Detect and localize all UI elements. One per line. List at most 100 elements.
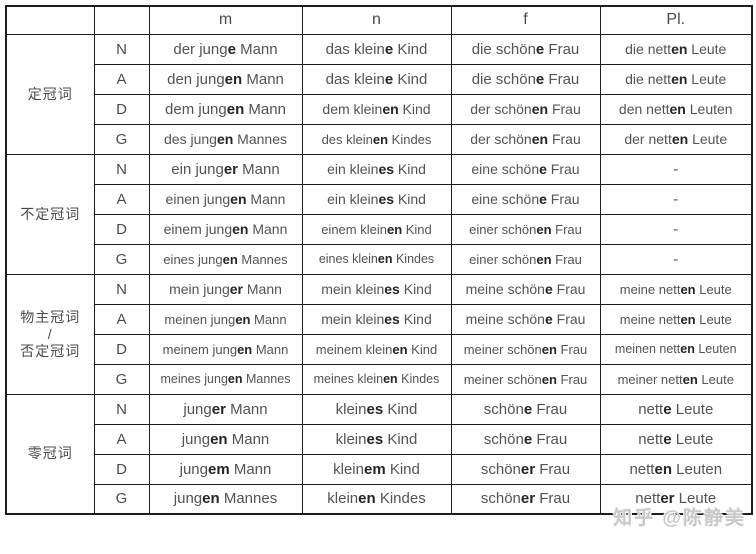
- case-label: D: [93, 453, 150, 485]
- declension-cell: -: [599, 183, 753, 215]
- declension-cell: den jungen Mann: [148, 63, 303, 95]
- declension-cell: einer schönen Frau: [450, 213, 601, 245]
- group-label: 定冠词: [5, 33, 95, 155]
- declension-cell: kleinem Kind: [301, 453, 452, 485]
- case-label: N: [93, 153, 150, 185]
- group-label: 零冠词: [5, 393, 95, 515]
- declension-cell: jungen Mann: [148, 423, 303, 455]
- declension-cell: -: [599, 213, 753, 245]
- declension-cell: die schöne Frau: [450, 33, 601, 65]
- case-label: G: [93, 243, 150, 275]
- header-cell-case: [93, 5, 150, 35]
- declension-cell: ein kleines Kind: [301, 183, 452, 215]
- declension-cell: kleinen Kindes: [301, 483, 452, 515]
- header-cell-f: f: [450, 5, 601, 35]
- declension-cell: der netten Leute: [599, 123, 753, 155]
- declension-cell: schöner Frau: [450, 483, 601, 515]
- declension-cell: meine schöne Frau: [450, 273, 601, 305]
- case-label: A: [93, 303, 150, 335]
- case-label: G: [93, 123, 150, 155]
- case-label: G: [93, 363, 150, 395]
- declension-cell: meines jungen Mannes: [148, 363, 303, 395]
- declension-cell: eine schöne Frau: [450, 153, 601, 185]
- declension-cell: nette Leute: [599, 393, 753, 425]
- declension-cell: eines jungen Mannes: [148, 243, 303, 275]
- declension-cell: meinen jungen Mann: [148, 303, 303, 335]
- declension-cell: meine schöne Frau: [450, 303, 601, 335]
- header-cell-pl: Pl.: [599, 5, 753, 35]
- declension-cell: -: [599, 243, 753, 275]
- declension-cell: nette Leute: [599, 423, 753, 455]
- group-label: 物主冠词 / 否定冠词: [5, 273, 95, 395]
- declension-cell: kleines Kind: [301, 423, 452, 455]
- declension-cell: netter Leute: [599, 483, 753, 515]
- case-label: D: [93, 213, 150, 245]
- header-cell-n: n: [301, 5, 452, 35]
- group-label: 不定冠词: [5, 153, 95, 275]
- declension-cell: der schönen Frau: [450, 123, 601, 155]
- declension-cell: kleines Kind: [301, 393, 452, 425]
- declension-cell: einer schönen Frau: [450, 243, 601, 275]
- header-cell-m: m: [148, 5, 303, 35]
- case-label: N: [93, 393, 150, 425]
- declension-cell: meines kleinen Kindes: [301, 363, 452, 395]
- header-cell-group: [5, 5, 95, 35]
- declension-cell: mein kleines Kind: [301, 273, 452, 305]
- declension-cell: den netten Leuten: [599, 93, 753, 125]
- case-label: D: [93, 333, 150, 365]
- case-label: A: [93, 63, 150, 95]
- declension-cell: meiner schönen Frau: [450, 333, 601, 365]
- declension-cell: ein kleines Kind: [301, 153, 452, 185]
- declension-cell: schöne Frau: [450, 393, 601, 425]
- declension-cell: einem kleinen Kind: [301, 213, 452, 245]
- declension-cell: dem kleinen Kind: [301, 93, 452, 125]
- declension-cell: meiner netten Leute: [599, 363, 753, 395]
- declension-cell: jungem Mann: [148, 453, 303, 485]
- declension-cell: einem jungen Mann: [148, 213, 303, 245]
- declension-cell: -: [599, 153, 753, 185]
- declension-cell: einen jungen Mann: [148, 183, 303, 215]
- case-label: N: [93, 273, 150, 305]
- declension-cell: netten Leuten: [599, 453, 753, 485]
- header-row: m n f Pl.: [5, 5, 753, 35]
- declension-cell: das kleine Kind: [301, 63, 452, 95]
- declension-cell: das kleine Kind: [301, 33, 452, 65]
- declension-cell: dem jungen Mann: [148, 93, 303, 125]
- declension-cell: die netten Leute: [599, 63, 753, 95]
- declension-cell: meinem kleinen Kind: [301, 333, 452, 365]
- declension-cell: meinen netten Leuten: [599, 333, 753, 365]
- declension-cell: mein kleines Kind: [301, 303, 452, 335]
- declension-cell: des kleinen Kindes: [301, 123, 452, 155]
- declension-cell: die netten Leute: [599, 33, 753, 65]
- declension-cell: meinem jungen Mann: [148, 333, 303, 365]
- declension-cell: schöner Frau: [450, 453, 601, 485]
- declension-cell: ein junger Mann: [148, 153, 303, 185]
- declension-cell: meiner schönen Frau: [450, 363, 601, 395]
- watermark: 知乎 @陈静美: [613, 508, 746, 529]
- declension-cell: meine netten Leute: [599, 303, 753, 335]
- declension-cell: der junge Mann: [148, 33, 303, 65]
- declension-cell: die schöne Frau: [450, 63, 601, 95]
- case-label: D: [93, 93, 150, 125]
- case-label: A: [93, 423, 150, 455]
- declension-cell: der schönen Frau: [450, 93, 601, 125]
- declension-cell: des jungen Mannes: [148, 123, 303, 155]
- declension-cell: mein junger Mann: [148, 273, 303, 305]
- declension-cell: jungen Mannes: [148, 483, 303, 515]
